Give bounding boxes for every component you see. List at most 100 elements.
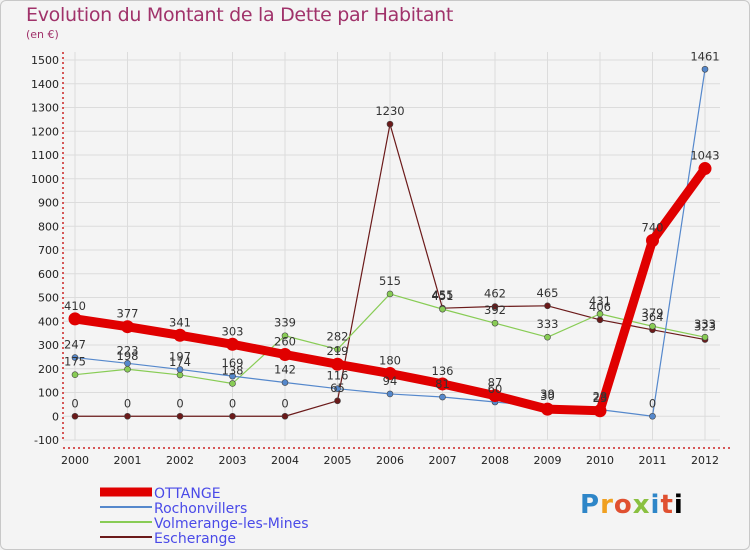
data-point — [124, 359, 131, 367]
y-tick-label: -100 — [34, 434, 59, 447]
data-point — [334, 345, 341, 353]
data-label: 138 — [222, 363, 244, 377]
data-label: 323 — [694, 320, 716, 334]
data-point — [386, 390, 394, 398]
data-label: 60 — [488, 382, 503, 396]
logo-letter: x — [632, 490, 651, 520]
chart-subtitle: (en €) — [26, 28, 59, 41]
data-label: 23 — [593, 391, 608, 405]
legend-label: OTTANGE — [154, 486, 221, 502]
logo-letter: t — [660, 490, 674, 520]
data-point — [334, 385, 341, 393]
data-point — [386, 290, 394, 298]
data-label: 94 — [383, 374, 398, 388]
data-point — [71, 371, 79, 378]
data-point — [383, 367, 397, 380]
y-tick-label: 900 — [38, 197, 59, 210]
y-tick-label: 1000 — [31, 173, 59, 186]
logo-letter: r — [600, 490, 614, 520]
x-tick-label: 2005 — [324, 454, 352, 467]
data-point — [436, 377, 449, 391]
data-label: 1043 — [690, 149, 719, 163]
data-label: 339 — [274, 316, 296, 330]
data-point — [544, 302, 551, 310]
logo-letter: i — [650, 490, 661, 520]
data-label: 223 — [117, 343, 139, 357]
data-point — [701, 65, 709, 73]
y-tick-label: 100 — [38, 387, 59, 400]
data-label: 28 — [593, 390, 608, 404]
data-point — [121, 320, 134, 334]
data-point — [124, 365, 131, 373]
legend-label: Volmerange-les-Mines — [154, 516, 309, 532]
x-tick-label: 2004 — [271, 454, 299, 467]
data-label: 65 — [330, 381, 345, 395]
data-label: 169 — [222, 356, 244, 370]
y-tick-label: 1200 — [31, 125, 59, 138]
x-tick-label: 2011 — [639, 454, 667, 467]
data-point — [491, 303, 499, 310]
y-tick-label: 600 — [38, 268, 59, 281]
data-point — [176, 412, 184, 420]
data-label: 282 — [327, 329, 349, 343]
y-tick-label: 1500 — [31, 54, 59, 67]
data-label: 333 — [694, 317, 716, 331]
y-tick-label: 1100 — [31, 149, 59, 162]
data-point — [71, 354, 79, 361]
data-label: 1230 — [375, 104, 404, 118]
data-label: 364 — [642, 310, 664, 324]
data-point — [596, 316, 604, 324]
data-label: 333 — [537, 317, 559, 331]
y-tick-label: 400 — [38, 315, 59, 328]
data-point — [281, 379, 289, 386]
data-point — [593, 404, 607, 418]
x-tick-label: 2003 — [219, 454, 247, 467]
y-tick-label: 200 — [38, 363, 59, 376]
y-tick-label: 0 — [52, 410, 59, 423]
y-tick-label: 700 — [38, 244, 59, 257]
data-point — [124, 412, 131, 420]
legend-label: Escherange — [154, 531, 236, 547]
data-point — [68, 312, 82, 326]
data-point — [596, 310, 604, 318]
x-tick-label: 2010 — [586, 454, 614, 467]
data-label: 174 — [169, 355, 191, 369]
legend-label: Rochonvillers — [154, 501, 247, 517]
data-label: 740 — [642, 221, 664, 235]
data-point — [491, 319, 499, 327]
x-tick-label: 2001 — [114, 454, 142, 467]
logo-letter: o — [613, 490, 633, 520]
data-label: 260 — [274, 335, 296, 349]
x-tick-label: 2006 — [376, 454, 404, 467]
data-label: 303 — [222, 324, 244, 338]
data-label: 410 — [64, 299, 86, 313]
y-tick-label: 800 — [38, 220, 59, 233]
x-tick-label: 2007 — [429, 454, 457, 467]
data-label: 0 — [281, 396, 288, 410]
data-point — [173, 328, 187, 342]
x-tick-label: 2008 — [481, 454, 509, 467]
data-label: 87 — [488, 376, 503, 390]
data-label: 39 — [540, 387, 555, 401]
data-label: 379 — [642, 306, 664, 320]
y-tick-label: 1400 — [31, 78, 59, 91]
data-point — [331, 357, 344, 371]
data-label: 175 — [64, 355, 86, 369]
data-label: 198 — [117, 349, 139, 363]
data-point — [229, 380, 236, 387]
data-point — [698, 162, 712, 176]
data-label: 116 — [327, 369, 349, 383]
data-label: 247 — [64, 338, 86, 352]
data-label: 0 — [176, 396, 183, 410]
data-point — [229, 412, 236, 420]
data-label: 30 — [540, 389, 555, 403]
data-point — [439, 305, 446, 313]
data-label: 136 — [432, 364, 454, 378]
x-tick-label: 2009 — [534, 454, 562, 467]
data-label: 431 — [589, 294, 611, 308]
data-label: 0 — [124, 396, 131, 410]
data-label: 465 — [537, 286, 559, 300]
data-label: 180 — [379, 354, 401, 368]
proxiti-logo: Proxiti — [580, 490, 684, 520]
data-label: 81 — [435, 377, 450, 391]
